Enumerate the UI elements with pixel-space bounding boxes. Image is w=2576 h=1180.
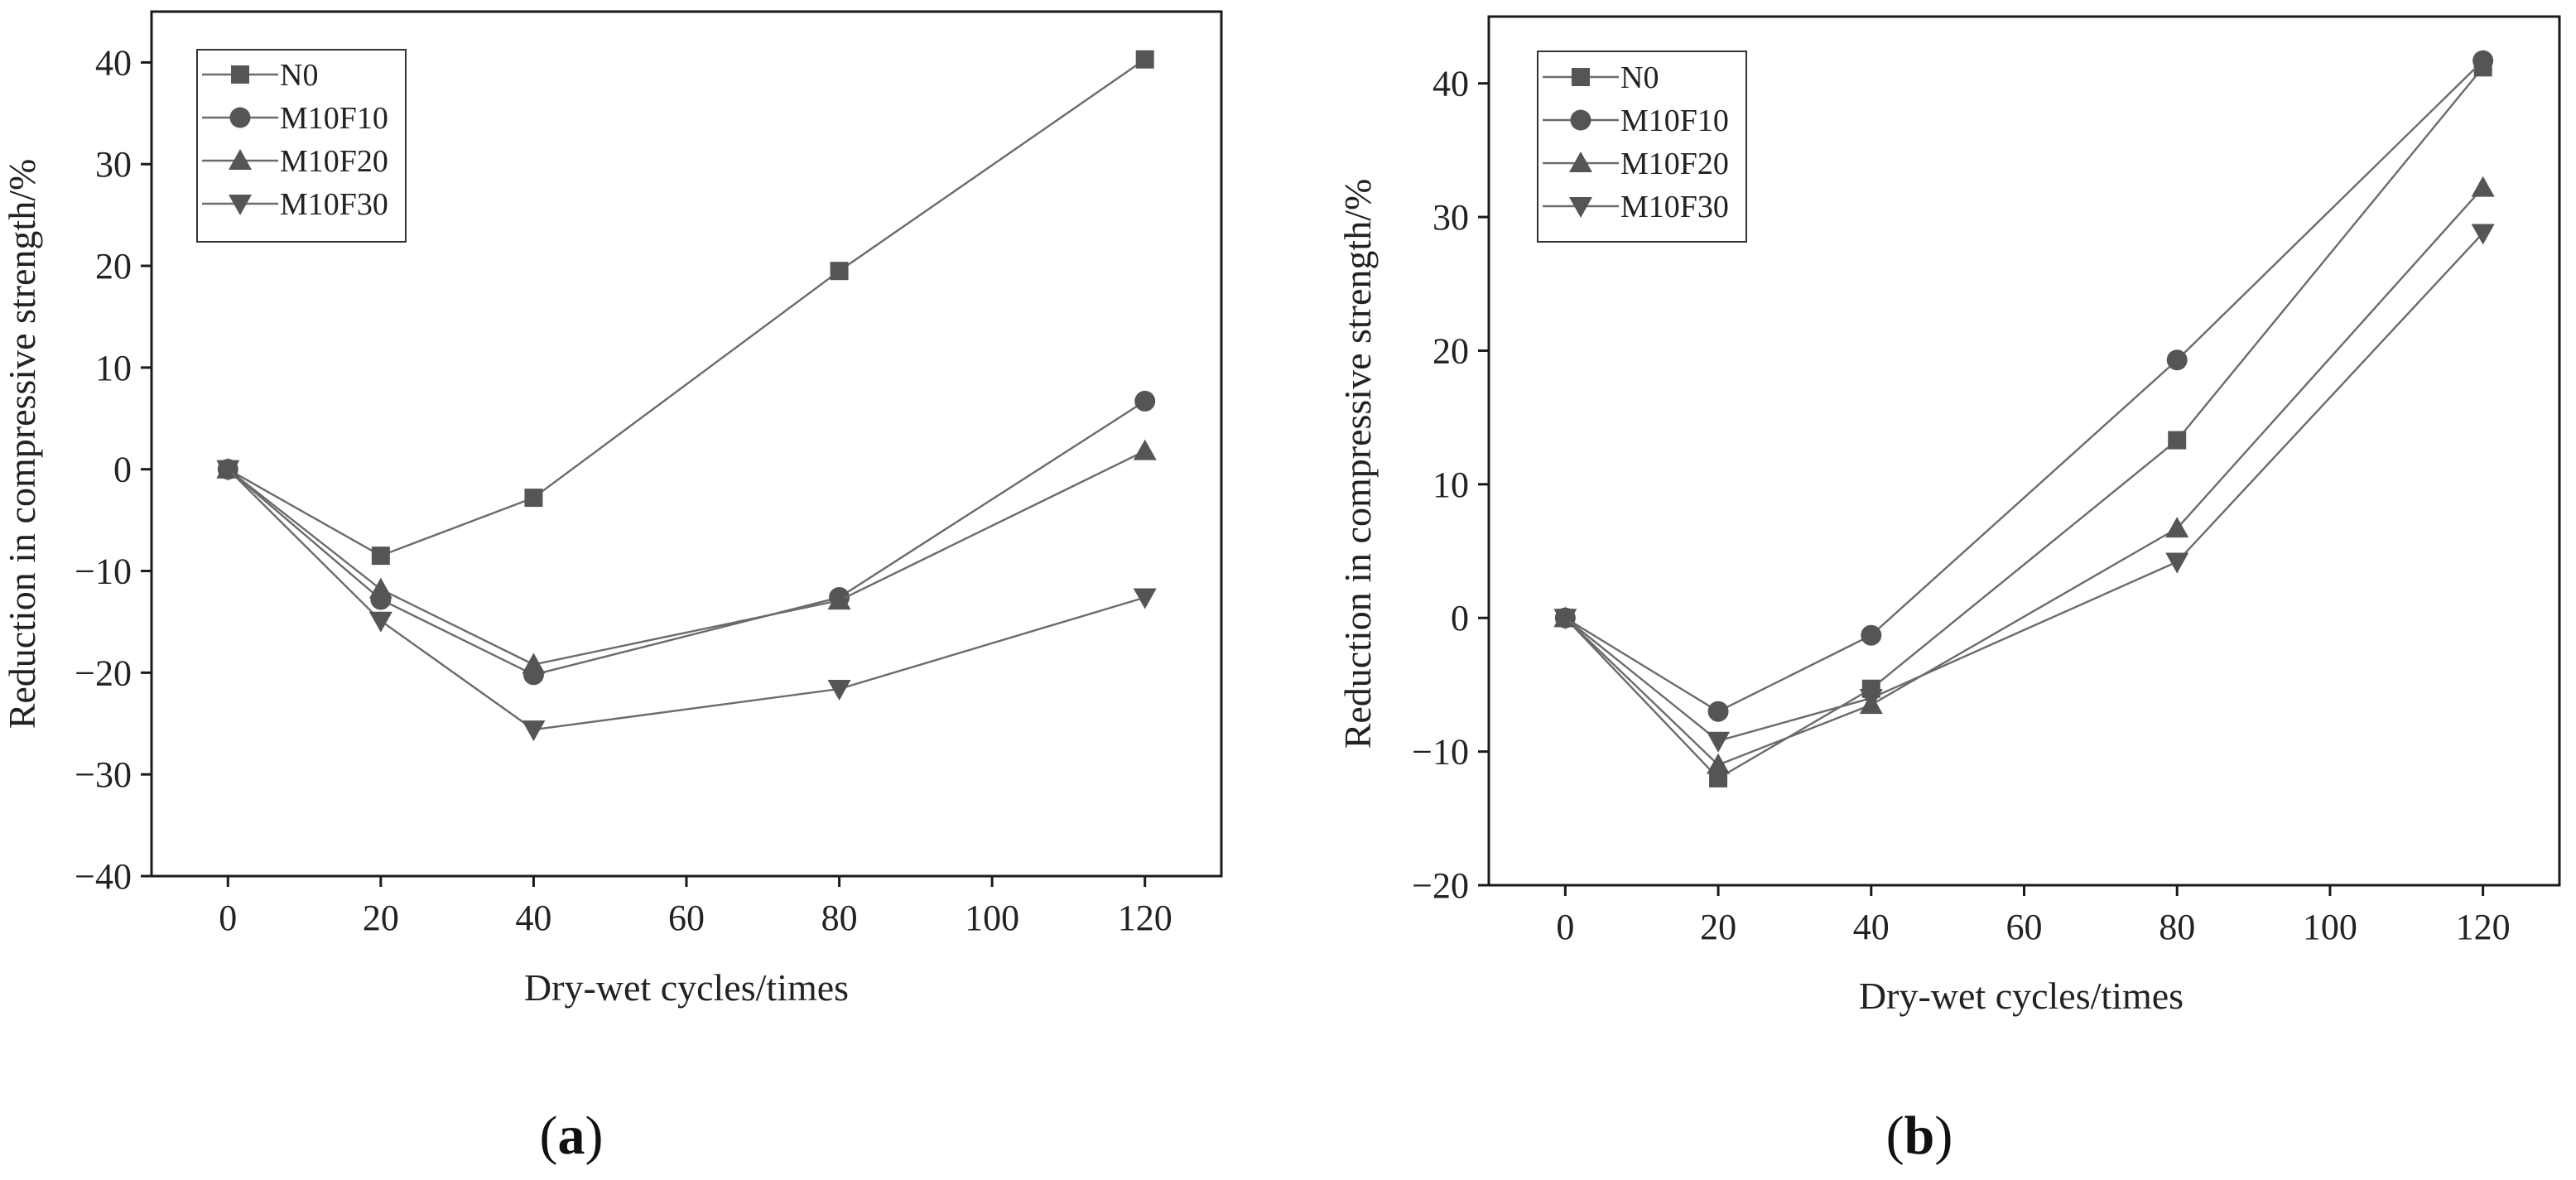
x-tick-label: 20 [363,898,399,938]
y-tick-label: −20 [1412,865,1469,906]
data-point-m10f30 [2165,552,2189,574]
chart-panel-a: 0 20 40 60 80 100 120 −40 −30 −20 −10 0 10 20 30 40 Dry-… [1,10,1223,1166]
y-tick-label: 10 [1432,465,1469,505]
data-point-m10f30 [216,460,240,481]
data-point-m10f20 [2471,176,2495,197]
legend-label-n0: N0 [1620,60,1659,95]
legend-label-m10f10: M10F10 [1620,104,1729,138]
y-axis-title: Reduction in compressive strength/% [1,159,43,730]
y-tick-label: 30 [95,144,132,185]
y-axis-title: Reduction in compressive strength/% [1336,179,1379,749]
x-tick-label: 100 [965,898,1019,938]
x-tick-label: 80 [2159,907,2195,947]
x-tick-label: 60 [668,898,705,938]
data-point-m10f20 [368,577,392,599]
panel-label-part: ) [585,1105,604,1166]
data-point-m10f20 [1707,753,1731,774]
legend-marker-n0 [231,65,249,84]
chart-panel-b: 0 20 40 60 80 100 120 −20 −10 0 10 20 30 40 Dry-wet cy… [1336,15,2561,1166]
y-tick-label: 0 [1451,598,1469,638]
legend-label-m10f20: M10F20 [1620,147,1729,181]
y-tick-label: 20 [1432,330,1469,371]
x-tick-label: 40 [515,898,551,938]
panel-label-part: b [1904,1105,1935,1166]
panel-label: (a) [540,1105,604,1166]
legend-label-n0: N0 [280,58,318,93]
legend-label-m10f30: M10F30 [1620,190,1729,224]
x-tick-label: 0 [219,898,237,938]
panel-label-part: a [558,1105,585,1166]
y-tick-label: 0 [113,450,132,490]
legend-label-m10f20: M10F20 [280,144,388,179]
series-line-m10f20 [227,450,1146,666]
legend-marker-m10f30 [229,195,252,215]
panel-label-part: ( [540,1105,558,1166]
y-tick-label: 20 [95,246,132,287]
series-line-m10f20 [1564,186,2484,767]
data-point-n0 [1135,50,1154,69]
series-line-m10f30 [227,468,1146,731]
x-tick-label: 120 [2456,907,2511,947]
data-point-m10f10 [1707,701,1729,722]
legend-marker-m10f10 [1570,109,1591,131]
x-tick-label: 20 [1700,907,1736,947]
legend-marker-m10f20 [1569,152,1592,172]
x-axis-title: Dry-wet cycles/times [1859,975,2184,1017]
series-line-m10f30 [1564,232,2484,743]
x-axis-title: Dry-wet cycles/times [524,966,849,1009]
y-tick-label: −40 [75,856,132,897]
series-line-m10f10 [227,400,1146,677]
data-point-n0 [2168,431,2187,450]
legend-marker-m10f20 [229,149,252,170]
x-tick-label: 40 [1853,907,1890,947]
legend-marker-m10f30 [1569,197,1592,218]
y-tick-label: −10 [75,551,132,592]
y-tick-label: 10 [95,348,132,388]
x-tick-label: 100 [2303,907,2357,947]
x-tick-label: 80 [821,898,858,938]
data-point-n0 [524,489,543,508]
legend-label-m10f30: M10F30 [280,187,388,222]
data-point-m10f20 [1133,439,1157,460]
data-point-m10f20 [2165,517,2189,538]
panel-label-part: ( [1886,1105,1904,1166]
panel-label-part: ) [1934,1105,1952,1166]
legend-marker-m10f10 [229,107,251,128]
x-tick-label: 0 [1556,907,1574,947]
data-point-n0 [830,262,849,281]
data-point-m10f30 [1553,609,1577,630]
data-point-m10f30 [1707,731,1731,753]
data-point-n0 [371,547,390,566]
data-point-m10f20 [522,653,546,674]
x-tick-label: 60 [2006,907,2043,947]
y-tick-label: 30 [1432,197,1469,238]
y-tick-label: −30 [75,754,132,795]
data-point-m10f10 [2472,50,2494,71]
data-point-m10f30 [827,680,851,701]
y-tick-label: −20 [75,653,132,693]
x-tick-label: 120 [1118,898,1172,938]
data-point-m10f30 [1859,689,1883,710]
data-point-m10f30 [2471,224,2495,245]
data-point-m10f20 [827,589,851,610]
panel-label: (b) [1886,1105,1953,1166]
y-tick-label: 40 [1432,64,1469,104]
data-point-m10f10 [1861,624,1882,646]
y-tick-label: 40 [95,42,132,83]
data-point-m10f30 [1133,588,1157,609]
data-point-m10f10 [2166,349,2188,371]
legend-marker-n0 [1572,68,1590,86]
data-point-m10f30 [368,611,392,633]
data-point-m10f10 [1134,390,1156,412]
legend-label-m10f10: M10F10 [280,101,388,136]
data-point-m10f30 [522,720,546,742]
y-tick-label: −10 [1412,732,1469,773]
